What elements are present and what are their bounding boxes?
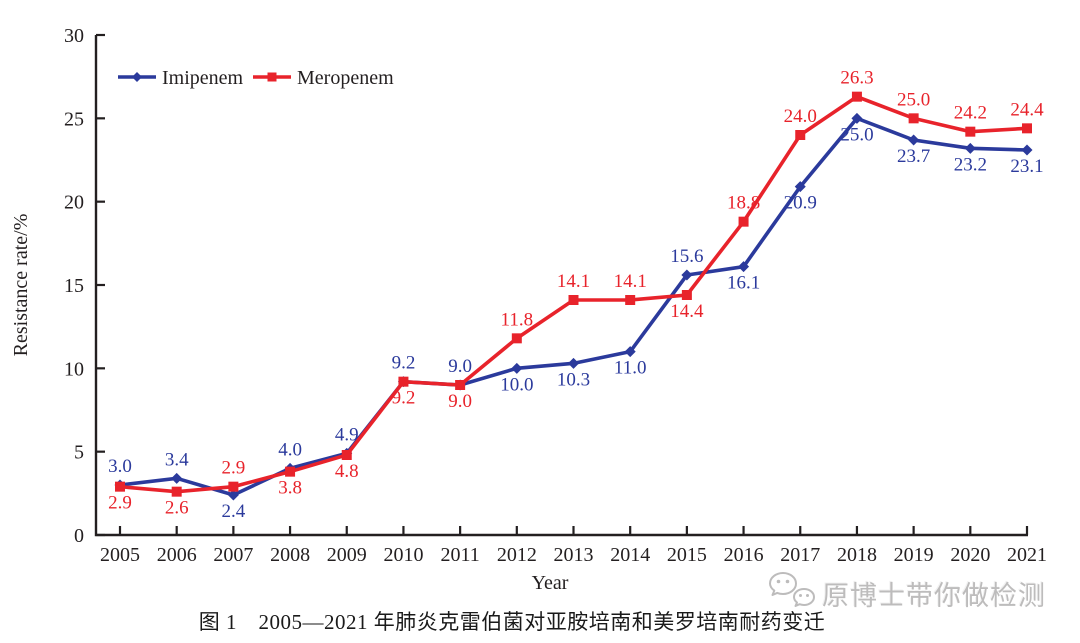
y-tick-label: 30 — [64, 25, 84, 47]
data-label-meropenem: 3.8 — [278, 478, 302, 499]
data-label-imipenem: 4.9 — [335, 424, 359, 445]
x-tick-label: 2016 — [724, 544, 764, 566]
data-label-imipenem: 4.0 — [278, 439, 302, 460]
data-label-meropenem: 9.2 — [392, 388, 416, 409]
data-label-meropenem: 24.4 — [1010, 99, 1044, 120]
x-tick-label: 2008 — [270, 544, 310, 566]
x-axis: 2005 2006 2007 2008 2009 2010 2011 2012 2013 2014… — [100, 526, 1047, 594]
data-label-imipenem: 9.0 — [448, 356, 472, 377]
data-label-imipenem: 25.0 — [840, 124, 873, 145]
x-tick-label: 2005 — [100, 544, 140, 566]
series-meropenem — [115, 91, 1032, 497]
data-label-imipenem: 23.7 — [897, 146, 930, 167]
y-tick-label: 15 — [64, 275, 84, 297]
x-tick-label: 2010 — [383, 544, 423, 566]
data-label-meropenem: 24.0 — [784, 106, 817, 127]
y-axis-title: Resistance rate/% — [10, 214, 32, 357]
x-tick-label: 2006 — [157, 544, 197, 566]
legend-item-meropenem: Meropenem — [253, 67, 394, 89]
x-tick-label: 2013 — [554, 544, 594, 566]
x-tick-label: 2019 — [894, 544, 934, 566]
x-tick-label: 2021 — [1007, 544, 1047, 566]
data-label-imipenem: 16.1 — [727, 273, 760, 294]
x-tick-label: 2009 — [327, 544, 367, 566]
x-tick-label: 2007 — [213, 544, 253, 566]
data-label-imipenem: 23.1 — [1010, 156, 1043, 177]
data-label-imipenem: 9.2 — [392, 353, 416, 374]
x-tick-label: 2014 — [610, 544, 650, 566]
data-label-meropenem: 18.8 — [727, 193, 760, 214]
data-label-meropenem: 2.9 — [222, 458, 246, 479]
y-tick-label: 10 — [64, 358, 84, 380]
y-axis: 0 5 10 15 20 25 30 Resistance rate/% — [10, 25, 105, 547]
x-tick-label: 2015 — [667, 544, 707, 566]
series-imipenem — [114, 112, 1033, 501]
data-label-imipenem: 11.0 — [614, 358, 647, 379]
data-label-imipenem: 15.6 — [670, 246, 703, 267]
y-tick-label: 5 — [74, 442, 84, 464]
data-label-imipenem: 3.4 — [165, 449, 189, 470]
y-tick-label: 25 — [64, 108, 84, 130]
data-label-meropenem: 14.1 — [557, 271, 590, 292]
data-label-meropenem: 14.1 — [614, 271, 647, 292]
data-label-meropenem: 4.8 — [335, 461, 359, 482]
data-labels: 3.0 2.9 3.4 2.6 2.4 2.9 4.0 3.8 4.9 4.8 9.2 9.2 9.0 9… — [108, 68, 1044, 522]
data-label-meropenem: 11.8 — [501, 309, 534, 330]
data-label-imipenem: 10.0 — [500, 374, 533, 395]
data-label-imipenem: 10.3 — [557, 369, 590, 390]
legend-label: Meropenem — [297, 67, 394, 89]
data-label-meropenem: 14.4 — [670, 301, 704, 322]
data-label-imipenem: 23.2 — [954, 154, 987, 175]
x-tick-label: 2012 — [497, 544, 537, 566]
legend: Imipenem Meropenem — [118, 67, 394, 89]
data-label-imipenem: 20.9 — [784, 193, 817, 214]
y-tick-label: 0 — [74, 525, 84, 547]
x-tick-label: 2017 — [780, 544, 820, 566]
legend-label: Imipenem — [162, 67, 244, 89]
x-tick-label: 2020 — [950, 544, 990, 566]
y-tick-label: 20 — [64, 192, 84, 214]
data-label-meropenem: 2.6 — [165, 498, 189, 519]
data-label-meropenem: 25.0 — [897, 89, 930, 110]
data-label-imipenem: 2.4 — [222, 501, 246, 522]
x-tick-label: 2018 — [837, 544, 877, 566]
data-label-imipenem: 3.0 — [108, 456, 132, 477]
data-label-meropenem: 2.9 — [108, 493, 132, 514]
x-axis-title: Year — [532, 572, 569, 594]
figure-caption: 图 1 2005—2021 年肺炎克雷伯菌对亚胺培南和美罗培南耐药变迁 — [198, 610, 826, 634]
data-label-meropenem: 26.3 — [840, 68, 873, 89]
data-label-meropenem: 24.2 — [954, 103, 987, 124]
data-label-meropenem: 9.0 — [448, 391, 472, 412]
legend-item-imipenem: Imipenem — [118, 67, 244, 89]
x-tick-label: 2011 — [440, 544, 479, 566]
